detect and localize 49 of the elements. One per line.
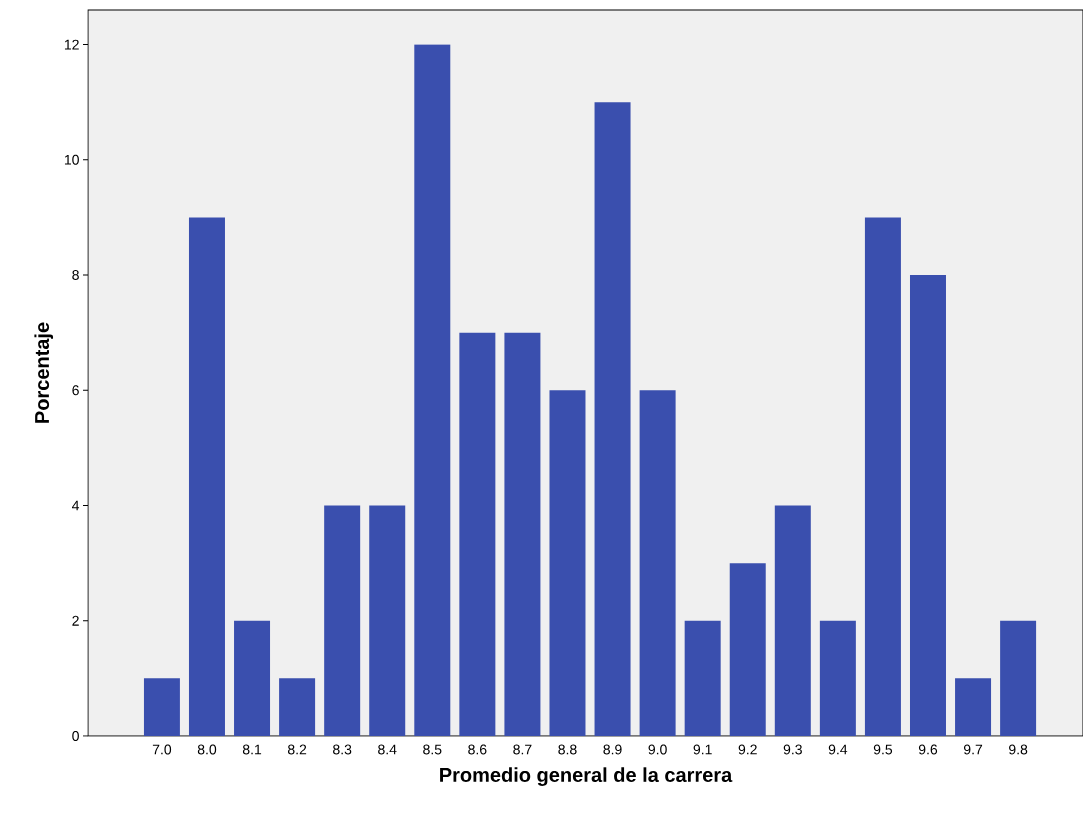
x-tick-label: 9.2 [738,744,757,755]
x-tick-label: 8.0 [197,744,217,755]
x-tick-label: 9.3 [783,744,802,755]
bar [864,217,901,736]
x-tick-label: 8.2 [287,744,307,755]
bar [234,620,271,736]
x-tick-label: 7.0 [152,744,172,755]
bar [639,390,676,736]
x-tick-label: 8.4 [378,744,397,755]
y-tick-label: 0 [72,731,79,741]
x-tick-label: 9.4 [828,744,848,755]
bar [504,332,541,736]
x-tick-label: 8.9 [603,744,622,755]
bar [324,505,361,736]
x-tick-label: 9.7 [963,744,983,755]
bar [459,332,496,736]
bar [279,678,316,736]
x-tick-label: 9.6 [918,744,938,755]
bar [549,390,586,736]
bar [684,620,721,736]
y-tick-label: 2 [72,615,79,626]
y-tick-label: 6 [72,385,79,396]
x-axis-title: Promedio general de la carrera [440,767,733,787]
x-tick-label: 9.8 [1009,744,1028,755]
y-axis-title: Porcentaje [34,322,54,423]
x-tick-label: 8.6 [468,744,487,755]
bar [414,44,451,736]
y-tick-label: 8 [72,270,79,280]
bar [819,620,856,736]
x-tick-label: 8.7 [513,744,532,755]
bar [188,217,225,736]
bar [955,678,992,736]
bar [729,563,766,736]
bar [774,505,811,736]
y-tick-label: 4 [72,500,80,511]
x-tick-label: 9.0 [648,744,667,755]
bar [1000,620,1037,736]
x-tick-label: 8.8 [558,744,577,755]
y-tick-label: 12 [64,39,79,50]
x-tick-label: 8.5 [423,744,442,755]
x-tick-label: 9.5 [873,744,893,755]
bar [594,102,631,736]
bar [909,275,946,736]
x-tick-label: 8.3 [333,744,352,755]
y-tick-label: 10 [64,154,79,165]
x-tick-label: 9.1 [693,744,712,755]
bar [143,678,180,736]
x-tick-label: 8.1 [242,744,262,755]
bar [369,505,406,736]
